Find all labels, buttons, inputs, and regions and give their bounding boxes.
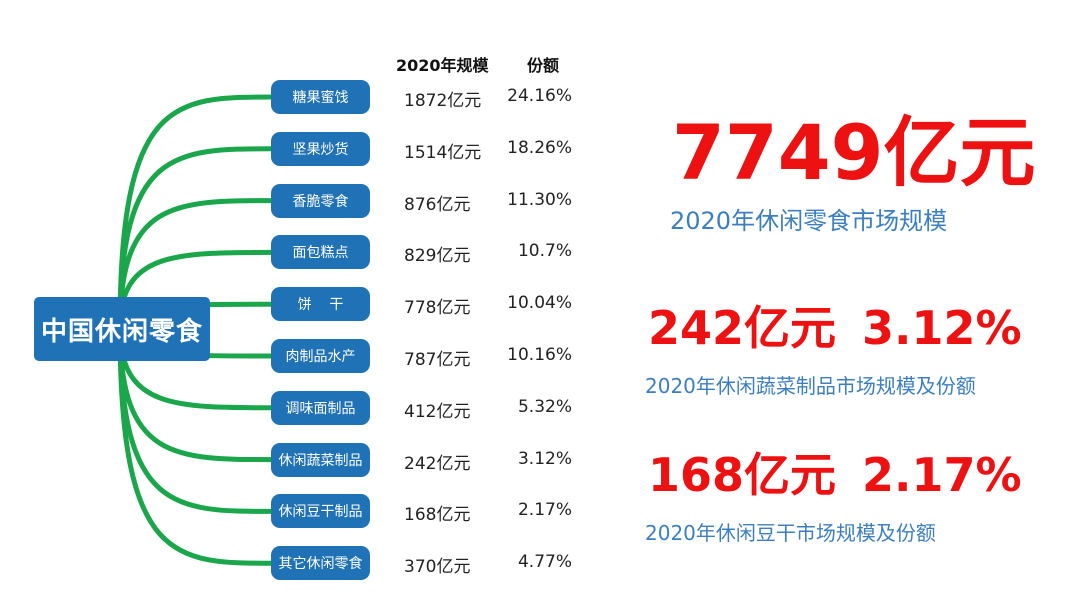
category-share: 3.12% — [517, 448, 572, 469]
category-size: 876亿元 — [404, 194, 471, 215]
category-node: 其它休闲零食 — [271, 546, 370, 581]
veg-caption: 2020年休闲蔬菜制品市场规模及份额 — [645, 374, 976, 398]
category-share: 2.17% — [517, 500, 572, 521]
tofu-size-value: 168亿元 — [648, 448, 837, 502]
veg-share-value: 3.12% — [862, 301, 1022, 355]
total-market-caption: 2020年休闲零食市场规模 — [670, 207, 948, 235]
total-market-value: 7749亿元 — [672, 108, 1036, 197]
category-share: 10.16% — [507, 345, 572, 365]
category-node: 肉制品水产 — [271, 339, 370, 373]
category-size: 412亿元 — [404, 401, 471, 422]
category-share: 11.30% — [507, 189, 572, 210]
category-node: 休闲蔬菜制品 — [271, 442, 370, 477]
root-node: 中国休闲零食 — [34, 297, 210, 361]
connector-line — [117, 146, 275, 331]
header-share: 份额 — [527, 56, 560, 75]
connector-line — [117, 198, 275, 331]
connector-line — [117, 325, 275, 566]
category-node: 面包糕点 — [271, 235, 370, 270]
category-size: 1872亿元 — [404, 91, 482, 111]
category-share: 5.32% — [517, 396, 572, 417]
category-node: 糖果蜜饯 — [271, 80, 370, 114]
category-size: 1514亿元 — [404, 142, 482, 163]
header-size: 2020年规模 — [396, 56, 489, 75]
category-size: 168亿元 — [404, 505, 471, 526]
category-size: 787亿元 — [404, 350, 471, 370]
category-size: 778亿元 — [404, 298, 471, 319]
connector-line — [117, 94, 275, 331]
category-share: 4.77% — [517, 552, 572, 573]
tofu-share-value: 2.17% — [862, 448, 1022, 502]
category-share: 10.04% — [507, 293, 572, 314]
category-size: 242亿元 — [404, 453, 471, 474]
category-node: 香脆零食 — [271, 183, 370, 218]
category-node: 休闲豆干制品 — [271, 494, 370, 529]
category-share: 18.26% — [507, 137, 572, 158]
category-node: 饼 干 — [271, 287, 370, 322]
category-size: 829亿元 — [404, 246, 471, 267]
veg-size-value: 242亿元 — [648, 301, 837, 355]
category-size: 370亿元 — [404, 557, 471, 578]
category-node: 调味面制品 — [271, 390, 370, 425]
category-share: 10.7% — [517, 241, 572, 262]
category-share: 24.16% — [507, 86, 572, 106]
tofu-caption: 2020年休闲豆干市场规模及份额 — [645, 521, 936, 545]
category-node: 坚果炒货 — [271, 131, 370, 166]
